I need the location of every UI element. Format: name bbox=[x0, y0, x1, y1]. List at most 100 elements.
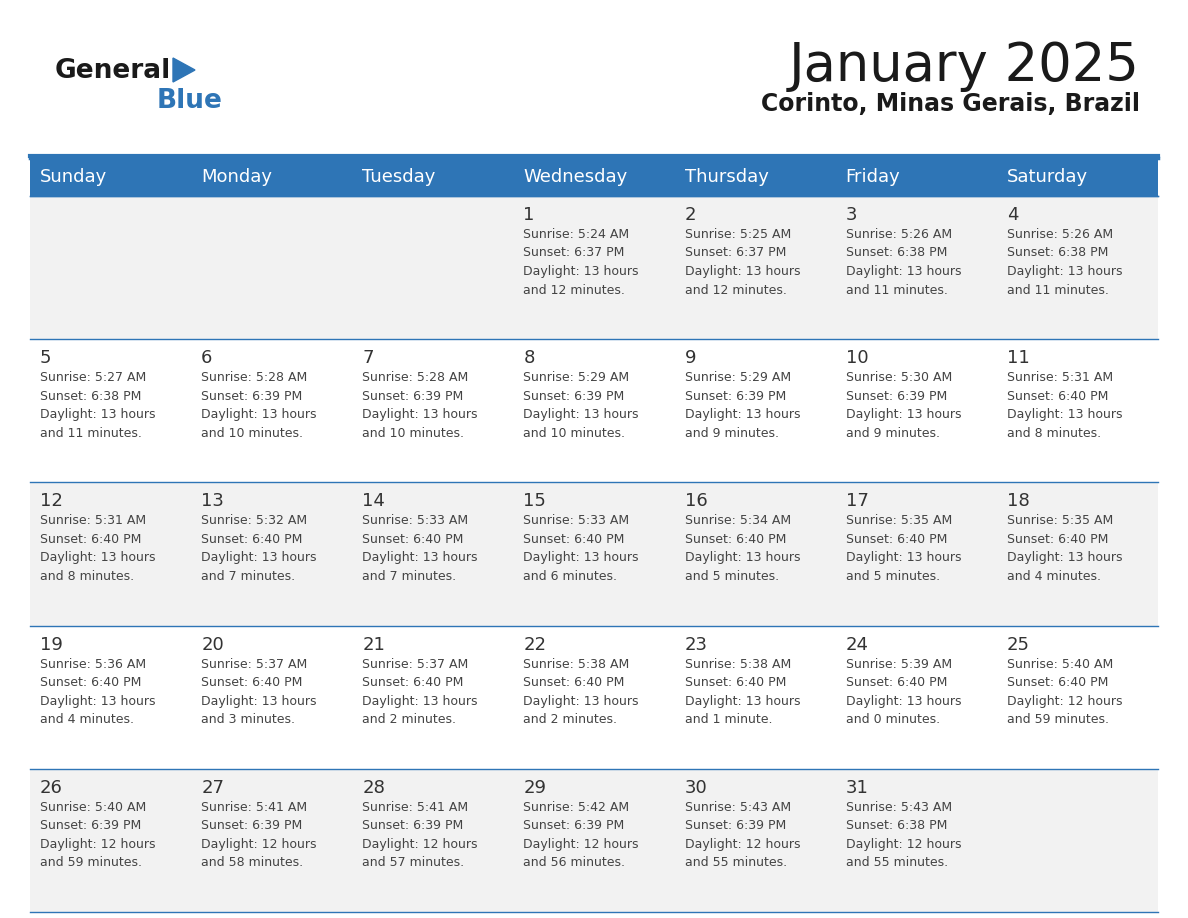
Text: and 58 minutes.: and 58 minutes. bbox=[201, 856, 303, 869]
Bar bbox=[30, 339, 1158, 482]
Text: 4: 4 bbox=[1007, 206, 1018, 224]
Bar bbox=[30, 482, 1158, 625]
Text: Daylight: 13 hours: Daylight: 13 hours bbox=[362, 695, 478, 708]
Text: and 59 minutes.: and 59 minutes. bbox=[40, 856, 143, 869]
Text: Sunset: 6:39 PM: Sunset: 6:39 PM bbox=[846, 390, 947, 403]
Text: January 2025: January 2025 bbox=[789, 40, 1140, 92]
Text: Daylight: 13 hours: Daylight: 13 hours bbox=[524, 695, 639, 708]
Text: Sunrise: 5:35 AM: Sunrise: 5:35 AM bbox=[846, 514, 952, 528]
Text: Daylight: 13 hours: Daylight: 13 hours bbox=[40, 695, 156, 708]
Text: Sunrise: 5:29 AM: Sunrise: 5:29 AM bbox=[684, 371, 791, 385]
Text: Daylight: 13 hours: Daylight: 13 hours bbox=[201, 552, 317, 565]
Text: Daylight: 13 hours: Daylight: 13 hours bbox=[846, 552, 961, 565]
Text: 3: 3 bbox=[846, 206, 858, 224]
Text: Sunset: 6:40 PM: Sunset: 6:40 PM bbox=[1007, 533, 1108, 546]
Text: Daylight: 13 hours: Daylight: 13 hours bbox=[1007, 409, 1123, 421]
Text: and 6 minutes.: and 6 minutes. bbox=[524, 570, 618, 583]
Text: Sunrise: 5:25 AM: Sunrise: 5:25 AM bbox=[684, 228, 791, 241]
Text: 14: 14 bbox=[362, 492, 385, 510]
Text: and 10 minutes.: and 10 minutes. bbox=[201, 427, 303, 440]
Text: 19: 19 bbox=[40, 635, 63, 654]
Text: Daylight: 12 hours: Daylight: 12 hours bbox=[684, 838, 800, 851]
Text: Daylight: 13 hours: Daylight: 13 hours bbox=[1007, 265, 1123, 278]
Text: Daylight: 13 hours: Daylight: 13 hours bbox=[40, 552, 156, 565]
Text: and 5 minutes.: and 5 minutes. bbox=[684, 570, 778, 583]
Text: Sunrise: 5:27 AM: Sunrise: 5:27 AM bbox=[40, 371, 146, 385]
Text: Sunset: 6:37 PM: Sunset: 6:37 PM bbox=[524, 247, 625, 260]
Text: Sunrise: 5:38 AM: Sunrise: 5:38 AM bbox=[524, 657, 630, 671]
Text: Sunset: 6:39 PM: Sunset: 6:39 PM bbox=[40, 819, 141, 833]
Text: Sunrise: 5:40 AM: Sunrise: 5:40 AM bbox=[1007, 657, 1113, 671]
Text: and 56 minutes.: and 56 minutes. bbox=[524, 856, 625, 869]
Bar bbox=[30, 158, 1158, 196]
Text: Sunrise: 5:33 AM: Sunrise: 5:33 AM bbox=[524, 514, 630, 528]
Text: 6: 6 bbox=[201, 349, 213, 367]
Text: and 12 minutes.: and 12 minutes. bbox=[684, 284, 786, 297]
Text: Sunset: 6:39 PM: Sunset: 6:39 PM bbox=[362, 819, 463, 833]
Text: and 55 minutes.: and 55 minutes. bbox=[684, 856, 786, 869]
Text: and 9 minutes.: and 9 minutes. bbox=[684, 427, 778, 440]
Text: Sunrise: 5:43 AM: Sunrise: 5:43 AM bbox=[846, 800, 952, 813]
Text: Sunrise: 5:37 AM: Sunrise: 5:37 AM bbox=[362, 657, 468, 671]
Text: 1: 1 bbox=[524, 206, 535, 224]
Text: Sunset: 6:39 PM: Sunset: 6:39 PM bbox=[684, 819, 785, 833]
Text: Sunset: 6:38 PM: Sunset: 6:38 PM bbox=[846, 819, 947, 833]
Text: Daylight: 12 hours: Daylight: 12 hours bbox=[524, 838, 639, 851]
Text: 23: 23 bbox=[684, 635, 708, 654]
Text: Sunset: 6:37 PM: Sunset: 6:37 PM bbox=[684, 247, 786, 260]
Text: 24: 24 bbox=[846, 635, 868, 654]
Text: Daylight: 12 hours: Daylight: 12 hours bbox=[201, 838, 317, 851]
Text: and 57 minutes.: and 57 minutes. bbox=[362, 856, 465, 869]
Text: Sunset: 6:40 PM: Sunset: 6:40 PM bbox=[1007, 676, 1108, 689]
Text: Sunset: 6:40 PM: Sunset: 6:40 PM bbox=[40, 676, 141, 689]
Text: and 11 minutes.: and 11 minutes. bbox=[1007, 284, 1108, 297]
Text: Sunset: 6:39 PM: Sunset: 6:39 PM bbox=[524, 390, 625, 403]
Text: Sunset: 6:40 PM: Sunset: 6:40 PM bbox=[846, 533, 947, 546]
Text: Sunset: 6:40 PM: Sunset: 6:40 PM bbox=[846, 676, 947, 689]
Text: and 11 minutes.: and 11 minutes. bbox=[846, 284, 948, 297]
Text: Sunrise: 5:30 AM: Sunrise: 5:30 AM bbox=[846, 371, 952, 385]
Text: Sunset: 6:40 PM: Sunset: 6:40 PM bbox=[201, 676, 303, 689]
Text: Sunset: 6:39 PM: Sunset: 6:39 PM bbox=[524, 819, 625, 833]
Text: Daylight: 13 hours: Daylight: 13 hours bbox=[362, 409, 478, 421]
Text: Sunday: Sunday bbox=[40, 168, 107, 186]
Text: Daylight: 12 hours: Daylight: 12 hours bbox=[1007, 695, 1123, 708]
Text: Daylight: 13 hours: Daylight: 13 hours bbox=[846, 695, 961, 708]
Text: Sunrise: 5:36 AM: Sunrise: 5:36 AM bbox=[40, 657, 146, 671]
Text: and 12 minutes.: and 12 minutes. bbox=[524, 284, 625, 297]
Text: and 3 minutes.: and 3 minutes. bbox=[201, 713, 295, 726]
Polygon shape bbox=[173, 58, 195, 82]
Text: Sunrise: 5:38 AM: Sunrise: 5:38 AM bbox=[684, 657, 791, 671]
Text: Tuesday: Tuesday bbox=[362, 168, 436, 186]
Text: 21: 21 bbox=[362, 635, 385, 654]
Text: and 59 minutes.: and 59 minutes. bbox=[1007, 713, 1108, 726]
Text: Sunrise: 5:41 AM: Sunrise: 5:41 AM bbox=[201, 800, 308, 813]
Text: Sunset: 6:39 PM: Sunset: 6:39 PM bbox=[201, 390, 303, 403]
Text: Daylight: 13 hours: Daylight: 13 hours bbox=[524, 552, 639, 565]
Text: 29: 29 bbox=[524, 778, 546, 797]
Text: Sunrise: 5:41 AM: Sunrise: 5:41 AM bbox=[362, 800, 468, 813]
Text: Daylight: 13 hours: Daylight: 13 hours bbox=[40, 409, 156, 421]
Text: 17: 17 bbox=[846, 492, 868, 510]
Text: 12: 12 bbox=[40, 492, 63, 510]
Text: Daylight: 13 hours: Daylight: 13 hours bbox=[524, 265, 639, 278]
Text: and 9 minutes.: and 9 minutes. bbox=[846, 427, 940, 440]
Text: Sunset: 6:40 PM: Sunset: 6:40 PM bbox=[362, 533, 463, 546]
Text: and 8 minutes.: and 8 minutes. bbox=[1007, 427, 1101, 440]
Text: Sunset: 6:40 PM: Sunset: 6:40 PM bbox=[524, 533, 625, 546]
Bar bbox=[30, 625, 1158, 768]
Text: Sunrise: 5:40 AM: Sunrise: 5:40 AM bbox=[40, 800, 146, 813]
Text: 31: 31 bbox=[846, 778, 868, 797]
Text: 11: 11 bbox=[1007, 349, 1030, 367]
Text: Daylight: 12 hours: Daylight: 12 hours bbox=[846, 838, 961, 851]
Text: 25: 25 bbox=[1007, 635, 1030, 654]
Text: Daylight: 13 hours: Daylight: 13 hours bbox=[684, 265, 800, 278]
Text: Sunrise: 5:35 AM: Sunrise: 5:35 AM bbox=[1007, 514, 1113, 528]
Text: and 2 minutes.: and 2 minutes. bbox=[362, 713, 456, 726]
Text: Daylight: 13 hours: Daylight: 13 hours bbox=[201, 695, 317, 708]
Text: 27: 27 bbox=[201, 778, 225, 797]
Text: 9: 9 bbox=[684, 349, 696, 367]
Text: Sunset: 6:39 PM: Sunset: 6:39 PM bbox=[362, 390, 463, 403]
Text: Sunrise: 5:32 AM: Sunrise: 5:32 AM bbox=[201, 514, 308, 528]
Text: Blue: Blue bbox=[157, 88, 223, 114]
